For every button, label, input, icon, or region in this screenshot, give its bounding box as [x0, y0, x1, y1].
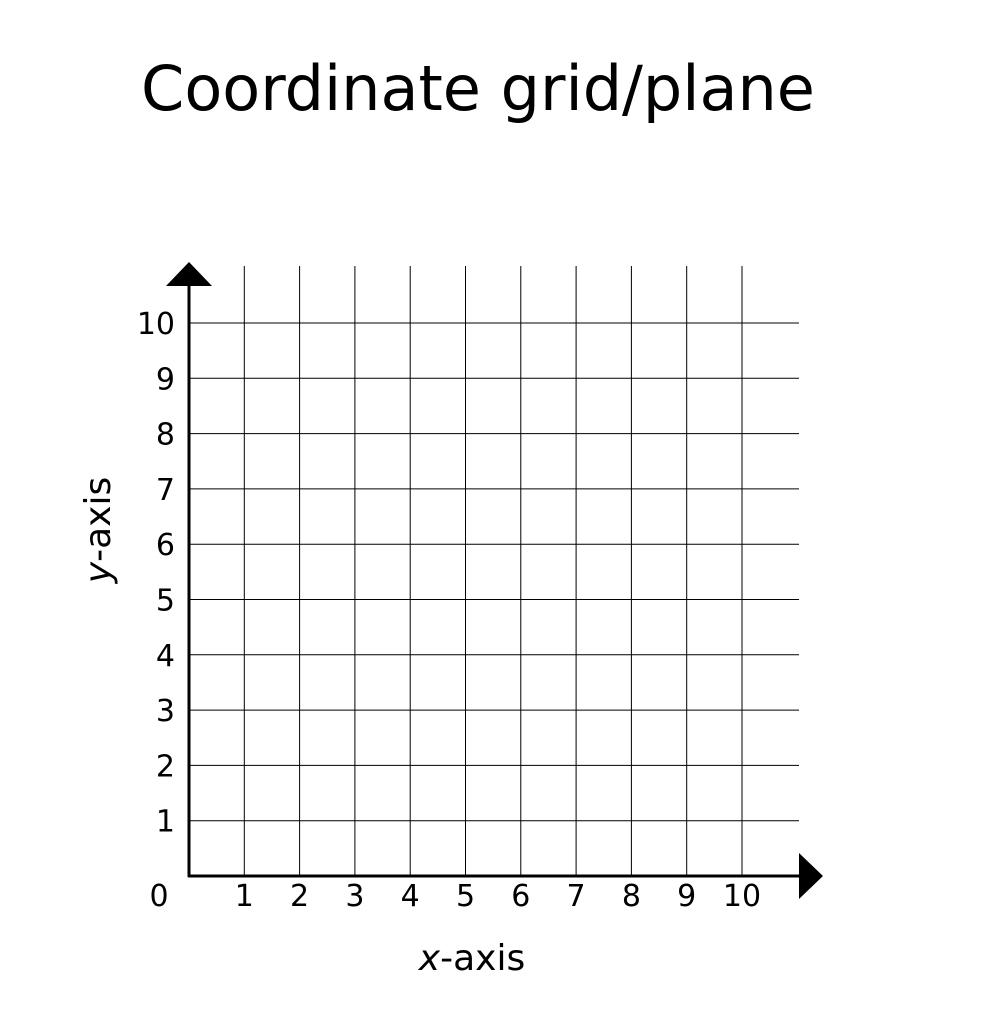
x-axis-variable: x: [418, 938, 441, 979]
y-axis-suffix: -axis: [78, 477, 119, 562]
y-tick-label: 4: [156, 639, 175, 674]
x-axis-label: x-axis: [418, 938, 525, 979]
x-tick-label: 5: [456, 879, 475, 914]
y-tick-label: 2: [156, 749, 175, 784]
y-tick-labels: 1 2 3 4 5 6 7 8 9 10: [137, 307, 175, 840]
x-tick-label: 4: [401, 879, 420, 914]
y-tick-label: 3: [156, 694, 175, 729]
y-tick-label: 10: [137, 307, 175, 342]
x-tick-labels: 1 2 3 4 5 6 7 8 9 10: [235, 879, 761, 914]
x-tick-label: 1: [235, 879, 254, 914]
page-title: Coordinate grid/plane: [141, 52, 815, 125]
x-axis-suffix: -axis: [440, 938, 525, 979]
axes: [166, 262, 823, 899]
x-tick-label: 7: [567, 879, 586, 914]
x-tick-label: 9: [677, 879, 696, 914]
x-tick-label: 6: [511, 879, 530, 914]
y-tick-label: 7: [156, 473, 175, 508]
y-axis-label: y-axis: [78, 477, 119, 584]
y-tick-label: 8: [156, 418, 175, 453]
x-tick-label: 8: [622, 879, 641, 914]
x-tick-label: 2: [290, 879, 309, 914]
x-axis-arrowhead: [799, 853, 823, 899]
origin-label: 0: [149, 879, 168, 914]
y-tick-label: 5: [156, 584, 175, 619]
y-tick-label: 6: [156, 528, 175, 563]
y-axis-arrowhead: [166, 262, 212, 286]
y-tick-label: 1: [156, 805, 175, 840]
grid: [189, 266, 799, 876]
y-tick-label: 9: [156, 362, 175, 397]
x-tick-label: 10: [723, 879, 761, 914]
y-axis-variable: y: [78, 561, 119, 584]
x-tick-label: 3: [345, 879, 364, 914]
